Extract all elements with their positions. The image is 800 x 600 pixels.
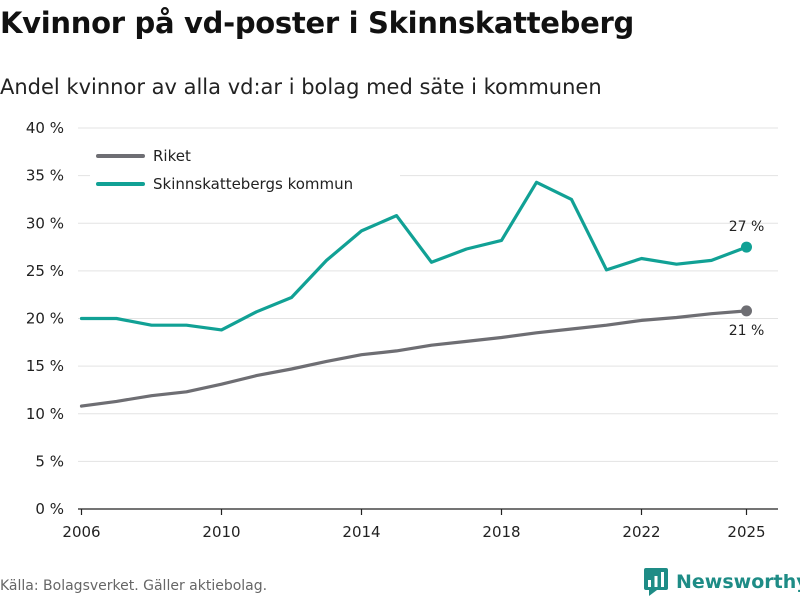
y-tick-label: 0 % xyxy=(35,500,64,518)
end-value-label: 21 % xyxy=(729,323,765,339)
chart-title: Kvinnor på vd-poster i Skinnskatteberg xyxy=(0,6,634,40)
y-tick-label: 5 % xyxy=(35,452,64,470)
series-line-skinnskatteberg xyxy=(79,180,749,332)
end-point-marker xyxy=(741,305,752,317)
y-tick-label: 20 % xyxy=(26,310,64,328)
x-tick-label: 2025 xyxy=(727,523,765,541)
x-tick-label: 2018 xyxy=(482,523,520,541)
x-tick-label: 2006 xyxy=(62,523,100,541)
end-markers: 21 % 27 % xyxy=(729,219,765,339)
x-tick-label: 2014 xyxy=(342,523,380,541)
line-chart: 0 %5 %10 %15 %20 %25 %30 %35 %40 % 2006 2… xyxy=(26,119,778,541)
y-tick-label: 40 % xyxy=(26,119,64,137)
y-tick-label: 10 % xyxy=(26,405,64,423)
newsworthy-logo-icon xyxy=(644,568,668,596)
end-point-marker xyxy=(741,241,752,253)
y-tick-label: 35 % xyxy=(26,167,64,185)
end-value-label: 27 % xyxy=(729,219,765,235)
series-lines xyxy=(79,180,749,408)
brand-logo[interactable]: Newsworthy xyxy=(644,568,800,596)
source-note: Källa: Bolagsverket. Gäller aktiebolag. xyxy=(0,578,268,594)
y-tick-label: 25 % xyxy=(26,262,64,280)
x-tick-label: 2010 xyxy=(202,523,240,541)
legend-label: Riket xyxy=(153,147,191,165)
series-line-riket xyxy=(79,309,749,408)
chart-subtitle: Andel kvinnor av alla vd:ar i bolag med … xyxy=(0,75,602,99)
brand-name: Newsworthy xyxy=(676,571,800,593)
legend-label: Skinnskattebergs kommun xyxy=(153,175,353,193)
y-tick-label: 30 % xyxy=(26,214,64,232)
x-tick-label: 2022 xyxy=(622,523,660,541)
x-axis: 2006 2010 2014 2018 2022 2025 xyxy=(62,508,778,541)
y-tick-label: 15 % xyxy=(26,357,64,375)
y-axis-labels: 0 % 5 % 10 % 15 % 20 % 25 % 30 % 35 % 40 % xyxy=(26,119,64,518)
legend: Riket Skinnskattebergs kommun xyxy=(90,142,400,194)
